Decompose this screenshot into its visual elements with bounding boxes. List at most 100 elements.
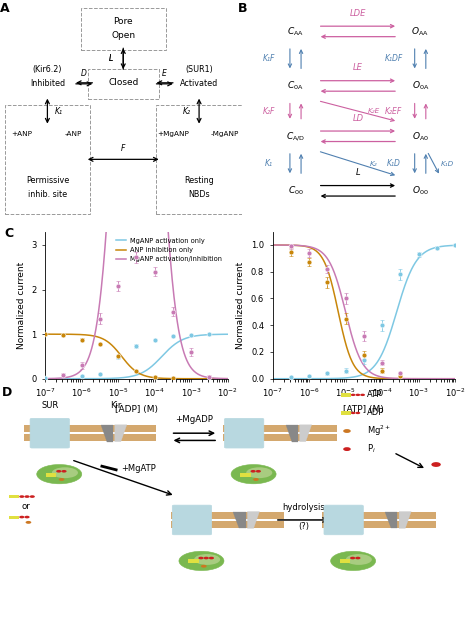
Text: K₂EF: K₂EF	[385, 106, 402, 116]
Ellipse shape	[231, 464, 276, 484]
Ellipse shape	[52, 467, 78, 478]
Text: K₁D: K₁D	[440, 160, 454, 167]
Circle shape	[201, 565, 207, 568]
Text: $C_{\rm 0A}$: $C_{\rm 0A}$	[287, 80, 304, 92]
Polygon shape	[247, 511, 259, 528]
Circle shape	[356, 412, 360, 414]
Text: F: F	[121, 145, 126, 153]
Text: P$_i$: P$_i$	[367, 443, 376, 455]
Bar	[341, 411, 351, 414]
Bar	[340, 560, 350, 563]
Text: SUR: SUR	[41, 401, 58, 410]
Circle shape	[350, 557, 356, 560]
Bar	[223, 434, 337, 441]
Text: C: C	[5, 227, 14, 240]
Circle shape	[253, 478, 259, 481]
FancyBboxPatch shape	[324, 505, 363, 535]
Circle shape	[19, 495, 25, 498]
Circle shape	[351, 394, 356, 396]
Text: $O_{\rm A0}$: $O_{\rm A0}$	[412, 130, 429, 143]
Bar	[341, 393, 351, 396]
Text: -MgANP: -MgANP	[211, 131, 239, 137]
Circle shape	[19, 516, 25, 518]
Text: K₁: K₁	[265, 159, 273, 168]
Bar	[9, 516, 19, 519]
Text: K₁F: K₁F	[263, 54, 275, 63]
Circle shape	[255, 470, 261, 473]
Circle shape	[343, 447, 351, 451]
Text: Activated: Activated	[180, 80, 218, 88]
Circle shape	[62, 470, 66, 473]
Text: (Kir6.2): (Kir6.2)	[33, 64, 62, 74]
Circle shape	[209, 557, 214, 560]
Circle shape	[343, 429, 351, 433]
Circle shape	[356, 394, 360, 396]
Text: (?): (?)	[298, 522, 309, 531]
Text: K₂E: K₂E	[367, 108, 380, 114]
Y-axis label: Normalized current: Normalized current	[17, 262, 26, 349]
Text: +ANP: +ANP	[11, 131, 32, 137]
Text: K₁: K₁	[55, 106, 63, 116]
Text: Inhibited: Inhibited	[30, 80, 65, 88]
Circle shape	[59, 478, 64, 481]
Text: $O_{\rm 0A}$: $O_{\rm 0A}$	[411, 80, 429, 92]
Text: Mg$^{2+}$: Mg$^{2+}$	[367, 424, 391, 438]
Text: $C_{\rm A/D}$: $C_{\rm A/D}$	[286, 130, 305, 143]
Text: L: L	[109, 54, 113, 63]
Text: E: E	[162, 69, 167, 78]
FancyBboxPatch shape	[225, 418, 264, 448]
Bar	[188, 560, 199, 563]
Text: Resting: Resting	[184, 176, 214, 185]
Circle shape	[24, 516, 29, 518]
Bar	[322, 512, 436, 519]
Text: $C_{\rm AA}$: $C_{\rm AA}$	[287, 25, 304, 38]
Bar	[223, 426, 337, 432]
Bar	[240, 473, 251, 476]
Legend: MgANP activation only, ANP inhibition only, MgANP activation/inhibition: MgANP activation only, ANP inhibition on…	[113, 235, 224, 265]
Text: +MgATP: +MgATP	[121, 464, 155, 473]
Polygon shape	[285, 425, 298, 441]
Text: D: D	[2, 386, 13, 399]
Text: +MgANP: +MgANP	[157, 131, 189, 137]
Text: Kir: Kir	[110, 401, 122, 410]
Text: LD: LD	[352, 114, 364, 123]
Circle shape	[56, 470, 61, 473]
Ellipse shape	[331, 552, 375, 570]
Text: inhib. site: inhib. site	[28, 190, 67, 200]
Text: LE: LE	[353, 63, 363, 73]
Text: $C_{\rm 00}$: $C_{\rm 00}$	[288, 185, 303, 197]
Bar	[171, 512, 284, 519]
Circle shape	[360, 394, 365, 396]
Text: LDE: LDE	[350, 9, 366, 18]
Bar	[9, 495, 19, 498]
X-axis label: [ADP] (M): [ADP] (M)	[115, 405, 158, 414]
Ellipse shape	[179, 552, 224, 570]
Polygon shape	[399, 511, 411, 528]
Polygon shape	[100, 425, 113, 441]
Y-axis label: Normalized current: Normalized current	[237, 262, 246, 349]
Text: K₁D: K₁D	[387, 159, 401, 168]
Polygon shape	[233, 511, 246, 528]
Text: D: D	[81, 69, 87, 78]
Text: K₂: K₂	[183, 106, 191, 116]
Circle shape	[24, 495, 29, 498]
FancyBboxPatch shape	[173, 505, 211, 535]
Text: -ANP: -ANP	[65, 131, 82, 137]
Text: Permissive: Permissive	[26, 176, 69, 185]
Text: +MgADP: +MgADP	[175, 414, 213, 424]
Text: hydrolysis: hydrolysis	[282, 503, 325, 511]
Text: $O_{\rm 00}$: $O_{\rm 00}$	[412, 185, 428, 197]
Polygon shape	[115, 425, 127, 441]
Circle shape	[355, 557, 360, 560]
Ellipse shape	[194, 554, 220, 565]
Text: A: A	[0, 2, 9, 15]
Text: K₂F: K₂F	[263, 106, 275, 116]
Circle shape	[351, 412, 356, 414]
Circle shape	[29, 495, 35, 498]
Ellipse shape	[246, 467, 272, 478]
Ellipse shape	[36, 464, 82, 484]
Ellipse shape	[346, 554, 372, 565]
Polygon shape	[300, 425, 311, 441]
Circle shape	[250, 470, 255, 473]
Circle shape	[203, 557, 209, 560]
